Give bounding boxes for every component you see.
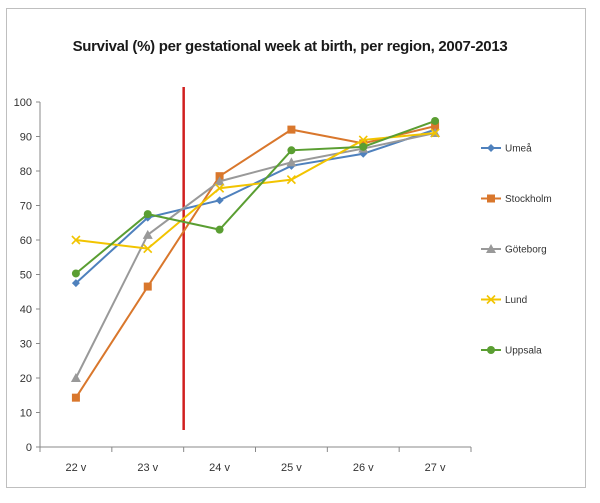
series-1-point bbox=[287, 125, 296, 134]
series-1-line bbox=[75, 125, 436, 399]
series-4-point bbox=[359, 142, 368, 151]
x-tick-label: 27 v bbox=[425, 462, 446, 474]
legend-label: Lund bbox=[505, 295, 527, 306]
series-3-point bbox=[215, 183, 225, 193]
marker-stroke bbox=[215, 183, 225, 193]
x-tick-label: 25 v bbox=[281, 462, 302, 474]
series-1-point bbox=[215, 172, 224, 181]
legend-item: Göteborg bbox=[481, 244, 547, 256]
series-4-line bbox=[75, 120, 436, 275]
y-tick-label: 0 bbox=[26, 442, 32, 454]
series-0-point bbox=[215, 196, 224, 205]
series-3 bbox=[71, 128, 440, 254]
marker-stroke bbox=[358, 135, 368, 145]
series-2-point bbox=[286, 157, 297, 167]
legend-label: Göteborg bbox=[505, 245, 547, 256]
y-tick-label: 20 bbox=[20, 373, 32, 385]
x-tick-label: 26 v bbox=[353, 462, 374, 474]
y-tick-label: 40 bbox=[20, 304, 32, 316]
marker-stroke bbox=[143, 244, 153, 254]
series-1-point bbox=[431, 122, 440, 131]
series-0-point bbox=[71, 279, 80, 288]
x-tick-label: 23 v bbox=[137, 462, 158, 474]
series-2-line bbox=[75, 132, 436, 379]
series-3-point bbox=[143, 244, 153, 254]
chart-axes: 0 10 20 30 40 50 60 70 80 90 100 22 v 23 v 24 v 25 v 26… bbox=[14, 97, 472, 474]
series-4-point bbox=[431, 116, 440, 125]
series-3-point bbox=[430, 128, 440, 138]
series-2-point bbox=[142, 229, 153, 239]
y-tick-label: 80 bbox=[20, 166, 32, 178]
series-1-point bbox=[143, 282, 152, 291]
series-4-point bbox=[143, 210, 152, 219]
series-3-point bbox=[358, 135, 368, 145]
series-3-line bbox=[75, 132, 436, 250]
legend: Umeå Stockholm Göteborg Lund Uppsala bbox=[481, 143, 552, 357]
legend-item: Uppsala bbox=[481, 346, 542, 357]
series-4-point bbox=[287, 146, 296, 155]
y-tick-label: 60 bbox=[20, 235, 32, 247]
series-group bbox=[70, 116, 441, 402]
series-3-point bbox=[71, 235, 81, 245]
marker-stroke bbox=[71, 235, 81, 245]
legend-swatch-marker bbox=[486, 294, 496, 305]
y-tick-label: 100 bbox=[14, 97, 32, 109]
marker-stroke bbox=[486, 294, 496, 305]
x-tick-label: 24 v bbox=[209, 462, 230, 474]
legend-label: Umeå bbox=[505, 143, 532, 155]
series-4-point bbox=[71, 269, 80, 278]
legend-label: Uppsala bbox=[505, 346, 542, 357]
marker-stroke bbox=[286, 175, 296, 185]
series-2-point bbox=[70, 373, 81, 382]
chart-title: Survival (%) per gestational week at bir… bbox=[72, 38, 508, 55]
series-3-point bbox=[286, 175, 296, 185]
legend-swatch-marker bbox=[486, 244, 496, 253]
legend-swatch-marker bbox=[487, 194, 495, 203]
x-tick-label: 22 v bbox=[66, 462, 87, 474]
legend-label: Stockholm bbox=[505, 194, 552, 205]
series-1-point bbox=[71, 393, 80, 402]
series-2-point bbox=[214, 176, 225, 186]
y-tick-label: 70 bbox=[20, 201, 32, 213]
legend-item: Umeå bbox=[481, 143, 532, 155]
legend-swatch-marker bbox=[487, 144, 495, 152]
y-tick-label: 30 bbox=[20, 339, 32, 351]
y-tick-label: 50 bbox=[20, 270, 32, 282]
series-2 bbox=[70, 128, 441, 382]
legend-item: Lund bbox=[481, 294, 527, 306]
series-4-point bbox=[215, 225, 224, 234]
legend-swatch-marker bbox=[487, 346, 495, 354]
series-4 bbox=[71, 116, 440, 278]
marker-stroke bbox=[430, 128, 440, 138]
series-0 bbox=[71, 125, 440, 288]
y-tick-label: 10 bbox=[20, 408, 32, 420]
legend-item: Stockholm bbox=[481, 194, 552, 205]
series-1 bbox=[71, 122, 440, 402]
y-tick-label: 90 bbox=[20, 132, 32, 144]
